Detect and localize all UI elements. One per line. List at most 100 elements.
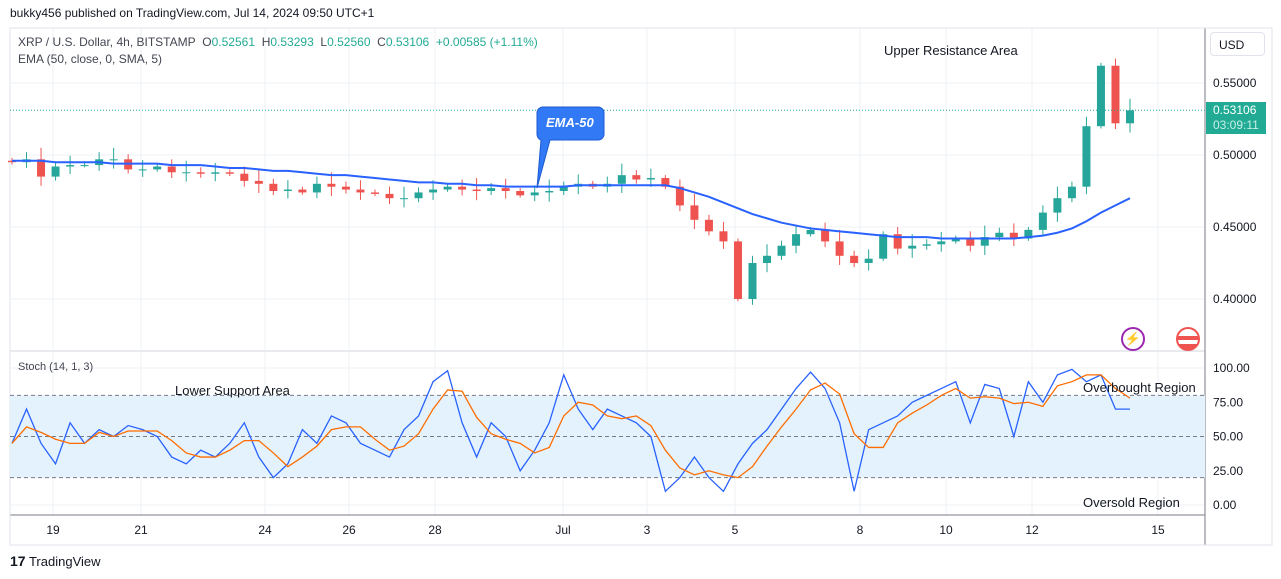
current-price-tag: 0.53106 03:09:11 bbox=[1206, 102, 1266, 134]
ema-legend[interactable]: EMA (50, close, 0, SMA, 5) bbox=[18, 52, 163, 66]
candle bbox=[1053, 198, 1062, 213]
brand-text: TradingView bbox=[28, 554, 101, 569]
candle bbox=[109, 159, 118, 161]
candle bbox=[37, 159, 46, 177]
date-tick-label: 21 bbox=[134, 523, 148, 537]
high-value: 0.53293 bbox=[270, 35, 314, 49]
date-tick-label: 15 bbox=[1151, 523, 1165, 537]
candle bbox=[1009, 232, 1018, 239]
high-label: H bbox=[261, 35, 271, 49]
symbol-name[interactable]: XRP / U.S. Dollar, 4h, BITSTAMP bbox=[18, 35, 196, 49]
candle bbox=[995, 232, 1004, 238]
candle bbox=[719, 231, 728, 242]
currency-button[interactable]: USD bbox=[1210, 32, 1265, 56]
candle bbox=[400, 198, 409, 200]
stoch-legend[interactable]: Stoch (14, 1, 3) bbox=[18, 361, 94, 373]
candle bbox=[269, 183, 278, 191]
stoch-tick-label: 100.00 bbox=[1213, 361, 1250, 375]
candle bbox=[632, 175, 641, 180]
candle bbox=[1024, 229, 1033, 239]
open-label: O bbox=[202, 35, 212, 49]
candle bbox=[429, 189, 438, 193]
stoch-tick-label: 0.00 bbox=[1213, 498, 1237, 512]
candle bbox=[312, 183, 321, 193]
candle bbox=[443, 186, 452, 190]
candle bbox=[821, 229, 830, 242]
candle bbox=[66, 165, 75, 167]
ema-callout-bubble bbox=[536, 106, 605, 189]
price-tick-label: 0.50000 bbox=[1213, 148, 1257, 162]
candle bbox=[370, 192, 379, 194]
candle bbox=[922, 244, 931, 246]
candle bbox=[51, 166, 60, 177]
candle bbox=[167, 166, 176, 173]
symbol-legend: XRP / U.S. Dollar, 4h, BITSTAMP O0.52561… bbox=[18, 35, 538, 49]
candle bbox=[763, 255, 772, 263]
published-header: bukky456 published on TradingView.com, J… bbox=[10, 6, 375, 20]
candle bbox=[559, 186, 568, 191]
candle bbox=[617, 175, 626, 184]
price-tick-label: 0.55000 bbox=[1213, 76, 1257, 90]
stoch-tick-label: 25.00 bbox=[1213, 464, 1243, 478]
candle bbox=[211, 172, 220, 174]
us-flag-icon[interactable] bbox=[1176, 327, 1200, 351]
candle bbox=[908, 245, 917, 249]
date-tick-label: 8 bbox=[857, 523, 864, 537]
low-value: 0.52560 bbox=[327, 35, 371, 49]
overbought-label: Overbought Region bbox=[1083, 380, 1196, 395]
chart-frame bbox=[9, 27, 1273, 546]
candle bbox=[806, 229, 815, 235]
candle bbox=[80, 165, 89, 167]
open-value: 0.52561 bbox=[211, 35, 256, 49]
low-label: L bbox=[320, 35, 328, 49]
lightning-icon[interactable]: ⚡ bbox=[1121, 327, 1145, 351]
candle bbox=[501, 188, 510, 191]
candle bbox=[385, 193, 394, 199]
candle bbox=[182, 172, 191, 174]
candle bbox=[777, 245, 786, 256]
stoch-tick-label: 50.00 bbox=[1213, 430, 1243, 444]
candle bbox=[893, 234, 902, 249]
candle bbox=[414, 192, 423, 199]
ema-callout-text: EMA-50 bbox=[546, 115, 594, 130]
change-value: +0.00585 (+1.11%) bbox=[435, 35, 538, 49]
candle bbox=[153, 166, 162, 170]
candle bbox=[225, 172, 234, 174]
candle bbox=[327, 183, 336, 187]
candle bbox=[879, 234, 888, 259]
candle bbox=[966, 238, 975, 246]
candle bbox=[733, 241, 742, 299]
tradingview-logo[interactable]: 17 TradingView bbox=[10, 553, 101, 569]
stoch-d-line bbox=[11, 374, 1131, 479]
date-tick-label: 26 bbox=[342, 523, 356, 537]
oversold-label: Oversold Region bbox=[1083, 495, 1180, 510]
current-price: 0.53106 bbox=[1213, 103, 1257, 117]
candle bbox=[530, 192, 539, 196]
candle bbox=[835, 241, 844, 256]
candle bbox=[138, 169, 147, 171]
candle bbox=[1126, 110, 1134, 124]
date-tick-label: 12 bbox=[1025, 523, 1039, 537]
candle bbox=[704, 219, 713, 232]
candle bbox=[1082, 126, 1091, 187]
candle bbox=[864, 258, 873, 263]
date-tick-label: 3 bbox=[644, 523, 651, 537]
ema-50-line bbox=[12, 159, 1131, 240]
candle bbox=[850, 255, 859, 263]
close-value: 0.53106 bbox=[385, 35, 430, 49]
candle bbox=[951, 238, 960, 242]
candle bbox=[341, 186, 350, 190]
candle bbox=[980, 237, 989, 246]
candle bbox=[356, 189, 365, 193]
candle bbox=[254, 180, 263, 184]
candle bbox=[487, 188, 496, 191]
candle bbox=[298, 189, 307, 193]
candle bbox=[690, 205, 699, 220]
bar-countdown: 03:09:11 bbox=[1213, 118, 1259, 132]
candle bbox=[1038, 212, 1047, 230]
candle bbox=[196, 172, 205, 174]
candle bbox=[1111, 65, 1120, 124]
candle bbox=[240, 173, 249, 181]
date-tick-label: 10 bbox=[939, 523, 953, 537]
